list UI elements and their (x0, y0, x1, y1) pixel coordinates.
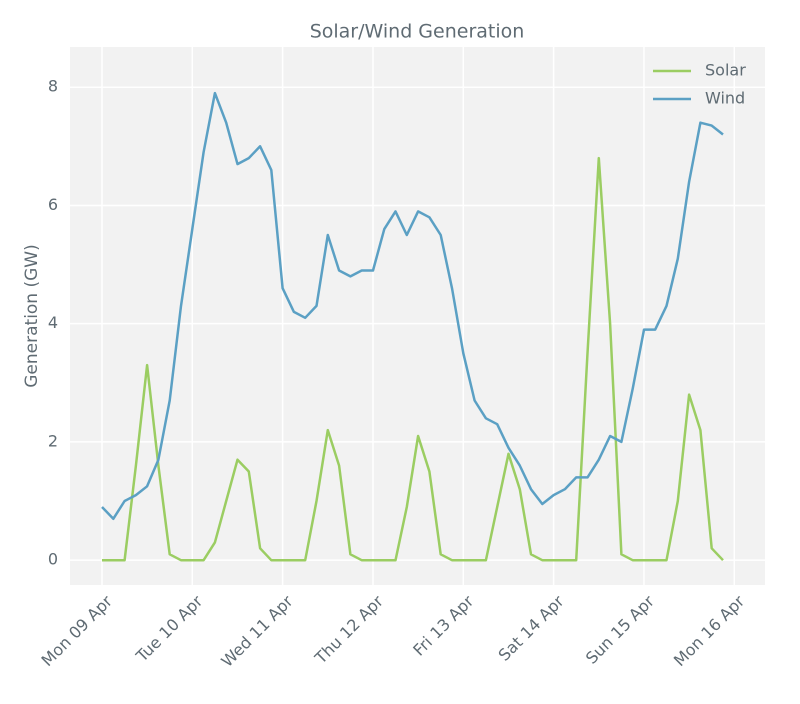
y-tick-label: 0 (48, 550, 58, 569)
y-tick-label: 2 (48, 431, 58, 450)
y-tick-label: 8 (48, 77, 58, 96)
x-tick-label: Mon 16 Apr (670, 591, 749, 670)
x-tick-label: Thu 12 Apr (310, 591, 387, 668)
legend-label: Solar (705, 61, 746, 80)
x-tick-label: Mon 09 Apr (38, 591, 117, 670)
line-series (101, 91, 724, 521)
x-tick-label: Sun 15 Apr (582, 591, 658, 667)
y-tick-label: 4 (48, 313, 58, 332)
legend-label: Wind (705, 89, 745, 108)
chart-title: Solar/Wind Generation (310, 21, 525, 43)
y-axis-label: Generation (GW) (22, 244, 42, 388)
x-tick-label: Sat 14 Apr (494, 591, 567, 664)
x-tick-label: Wed 11 Apr (217, 591, 297, 671)
line-series (102, 156, 724, 562)
x-tick-label: Fri 13 Apr (409, 591, 477, 659)
y-tick-label: 6 (48, 195, 58, 214)
x-tick-label: Tue 10 Apr (132, 591, 207, 666)
plot-area (70, 47, 765, 585)
